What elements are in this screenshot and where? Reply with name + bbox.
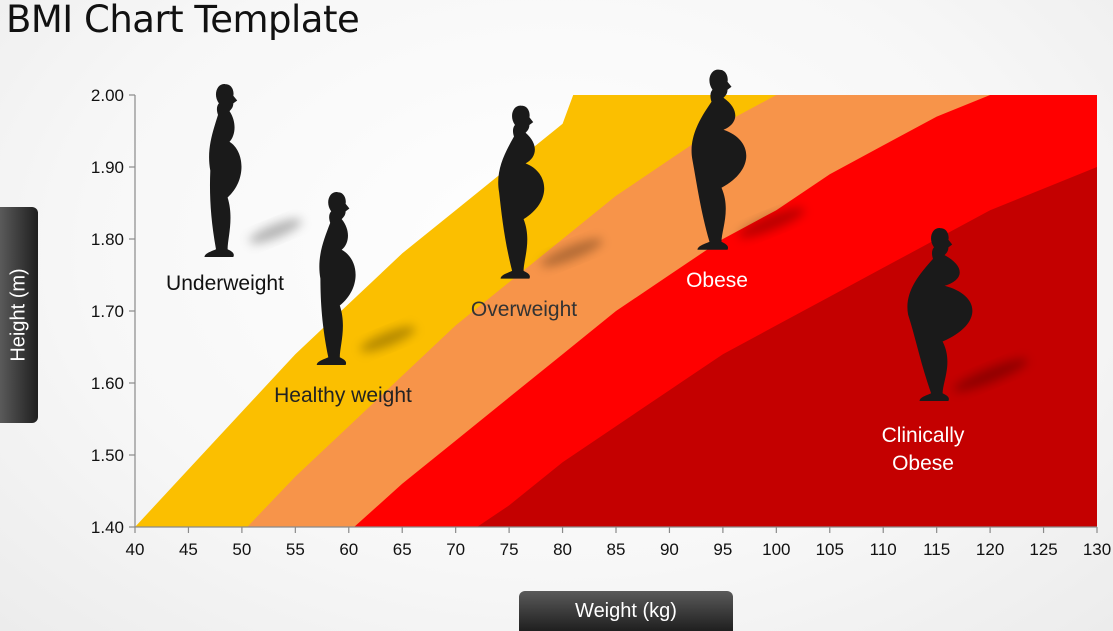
x-tick-label: 55 <box>286 540 305 559</box>
x-tick-label: 60 <box>339 540 358 559</box>
healthy-weight-figure <box>316 191 356 365</box>
silhouette-figures <box>204 69 973 401</box>
y-axis-label: Height (m) <box>7 268 30 362</box>
x-tick-label: 115 <box>923 540 950 559</box>
x-tick-label: 100 <box>762 540 790 559</box>
clinically-obese-figure-shadow <box>953 358 1028 392</box>
x-tick-label: 70 <box>446 540 465 559</box>
zone-labels: Underweight Healthy weight Overweight Obese… <box>166 269 965 475</box>
x-tick-label: 85 <box>607 540 626 559</box>
x-tick-label: 75 <box>500 540 519 559</box>
axes: 1.40 1.50 1.60 1.70 1.80 1.90 2.00 40 45 50 55 60 65… <box>91 86 1111 559</box>
x-tick-label: 90 <box>660 540 679 559</box>
x-tick-label: 105 <box>816 540 844 559</box>
x-tick-label: 50 <box>232 540 251 559</box>
healthy-weight-figure-shadow <box>360 326 416 352</box>
x-tick-label: 110 <box>870 540 897 559</box>
x-tick-label: 45 <box>179 540 198 559</box>
obese-figure <box>691 69 747 250</box>
x-tick-label: 65 <box>393 540 412 559</box>
y-tick-label: 1.40 <box>91 518 124 537</box>
x-tick-label: 40 <box>126 540 145 559</box>
y-tick-label: 1.90 <box>91 158 124 177</box>
x-tick-label: 80 <box>553 540 572 559</box>
bmi-zones <box>135 95 1098 527</box>
chart-title: BMI Chart Template <box>6 0 360 41</box>
zone-label-obese: Obese <box>686 269 748 292</box>
y-tick-label: 1.80 <box>91 230 124 249</box>
x-tick-label: 120 <box>976 540 1004 559</box>
underweight-figure-shadow <box>249 218 302 244</box>
overweight-figure <box>498 105 545 279</box>
obese-figure-shadow <box>738 208 805 238</box>
zone-label-underweight: Underweight <box>166 272 284 295</box>
x-axis-label-box: Weight (kg) <box>519 591 733 631</box>
y-tick-label: 1.70 <box>91 302 124 321</box>
clinically-obese-figure <box>907 227 973 401</box>
zone-label-overweight: Overweight <box>471 298 577 321</box>
zone-label-clinically-obese: Clinically Obese <box>882 424 965 475</box>
y-axis-label-box <box>0 207 38 423</box>
x-tick-label: 130 <box>1083 540 1111 559</box>
y-tick-label: 2.00 <box>91 86 124 105</box>
figure-shadows <box>249 208 1028 392</box>
underweight-figure <box>204 83 242 258</box>
y-tick-label: 1.60 <box>91 374 124 393</box>
x-tick-label: 125 <box>1029 540 1057 559</box>
y-tick-label: 1.50 <box>91 446 124 465</box>
zone-label-healthy-weight: Healthy weight <box>274 384 412 407</box>
x-tick-label: 95 <box>713 540 732 559</box>
x-axis-label: Weight (kg) <box>575 600 677 622</box>
overweight-figure-shadow <box>540 238 603 267</box>
